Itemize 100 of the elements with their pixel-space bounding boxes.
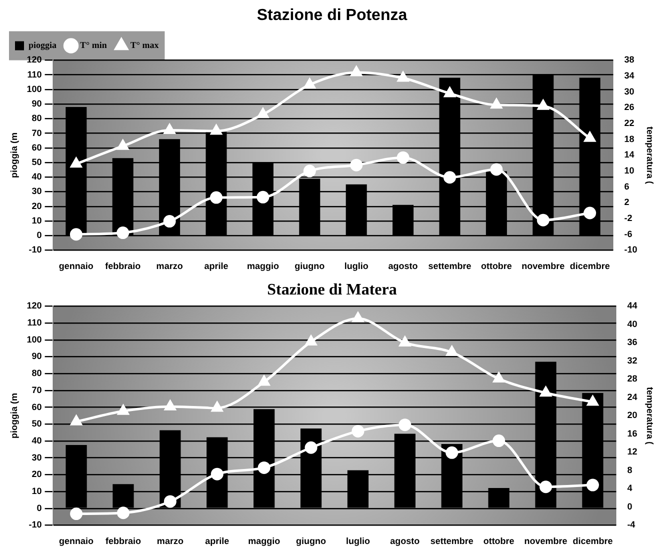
y-tick-label: -10 xyxy=(28,520,42,530)
legend-label: T° max xyxy=(130,40,160,50)
y2-tick-label: 40 xyxy=(627,318,638,329)
point xyxy=(212,402,223,412)
point xyxy=(350,66,362,76)
point xyxy=(540,386,552,397)
y-axis-title: pioggia (m xyxy=(8,392,19,438)
y-tick-label: 0 xyxy=(36,502,42,513)
y2-tick-label: 0 xyxy=(627,501,632,512)
y2-tick-label: -2 xyxy=(624,213,632,224)
point xyxy=(303,164,316,178)
point xyxy=(493,372,504,382)
point xyxy=(164,495,176,508)
point xyxy=(397,72,409,82)
x-tick-label: aprile xyxy=(204,261,228,272)
y-tick-label: 100 xyxy=(26,334,42,344)
point xyxy=(258,376,270,386)
y2-tick-label: 24 xyxy=(627,392,638,402)
x-tick-label: settembre xyxy=(428,261,472,272)
x-tick-label: gennaio xyxy=(59,536,94,546)
y-tick-label: 20 xyxy=(32,469,42,480)
point xyxy=(305,336,317,346)
point xyxy=(492,434,506,448)
y2-tick-label: 36 xyxy=(627,337,638,348)
x-tick-label: settembre xyxy=(430,536,474,546)
y2-axis-title: temperatura ( xyxy=(645,386,656,444)
point xyxy=(163,215,176,228)
y-tick-label: 20 xyxy=(32,200,42,211)
point xyxy=(256,190,270,204)
y2-axis-title: temperatura ( xyxy=(645,126,656,184)
x-tick-label: aprile xyxy=(205,536,230,546)
x-tick-label: novembre xyxy=(522,261,565,272)
y2-tick-label: -10 xyxy=(624,244,638,255)
y-tick-label: 90 xyxy=(32,351,42,362)
x-tick-label: maggio xyxy=(246,261,280,272)
point xyxy=(536,214,550,226)
y-tick-label: 10 xyxy=(32,486,42,496)
y-tick-label: 50 xyxy=(32,418,42,429)
point xyxy=(490,163,503,176)
y2-tick-label: 32 xyxy=(627,355,638,366)
y-tick-label: 60 xyxy=(32,142,42,152)
y-tick-label: -10 xyxy=(28,244,42,255)
legend-label: T° min xyxy=(80,40,107,50)
point xyxy=(210,468,224,480)
y-tick-label: 40 xyxy=(32,435,42,446)
chart-title: Stazione di Matera xyxy=(267,282,397,299)
point xyxy=(584,206,596,220)
x-tick-label: dicembre xyxy=(572,536,613,546)
y2-tick-label: 4 xyxy=(627,483,632,494)
y-tick-label: 90 xyxy=(32,98,42,109)
y2-tick-label: 30 xyxy=(624,86,634,96)
point xyxy=(164,400,176,410)
point xyxy=(538,100,549,110)
point xyxy=(116,506,130,520)
point xyxy=(258,461,270,474)
y2-tick-label: -6 xyxy=(624,228,632,239)
x-tick-label: marzo xyxy=(156,261,184,272)
y2-tick-label: 12 xyxy=(627,446,638,457)
point xyxy=(116,226,130,240)
y-tick-label: 30 xyxy=(32,452,42,462)
x-tick-label: giugno xyxy=(296,536,327,546)
point xyxy=(70,158,82,168)
chart-title: Stazione di Potenza xyxy=(256,7,408,24)
x-tick-label: maggio xyxy=(248,536,281,546)
y-tick-label: 0 xyxy=(36,230,42,240)
point xyxy=(117,140,128,150)
point xyxy=(70,228,82,241)
point xyxy=(352,424,364,438)
y2-tick-label: 38 xyxy=(624,54,634,65)
x-tick-label: dicembre xyxy=(570,261,610,272)
point xyxy=(444,87,456,98)
x-tick-label: giugno xyxy=(294,261,326,272)
point xyxy=(446,446,458,459)
y2-tick-label: 16 xyxy=(627,428,638,438)
x-tick-label: febbraio xyxy=(105,536,142,546)
point xyxy=(70,415,82,426)
point xyxy=(446,346,458,356)
point xyxy=(396,151,410,164)
point xyxy=(352,312,364,322)
x-tick-label: marzo xyxy=(156,536,184,546)
point xyxy=(304,78,316,88)
point xyxy=(350,158,363,172)
y2-tick-label: 44 xyxy=(627,300,638,311)
x-tick-label: febbraio xyxy=(105,261,142,272)
point xyxy=(210,124,222,135)
y-tick-label: 10 xyxy=(32,215,42,226)
point xyxy=(164,124,176,134)
x-tick-label: novembre xyxy=(524,536,568,546)
point xyxy=(586,478,599,492)
y2-tick-label: 18 xyxy=(624,134,634,144)
y2-tick-label: 22 xyxy=(624,118,634,128)
x-tick-label: gennaio xyxy=(58,261,94,272)
point xyxy=(490,98,502,109)
y2-tick-label: 28 xyxy=(627,374,638,384)
y-tick-label: 120 xyxy=(26,54,42,65)
y-tick-label: 70 xyxy=(32,384,42,395)
y-tick-label: 80 xyxy=(32,368,42,378)
point xyxy=(587,396,598,406)
point xyxy=(304,441,318,454)
y-tick-label: 110 xyxy=(27,318,42,328)
